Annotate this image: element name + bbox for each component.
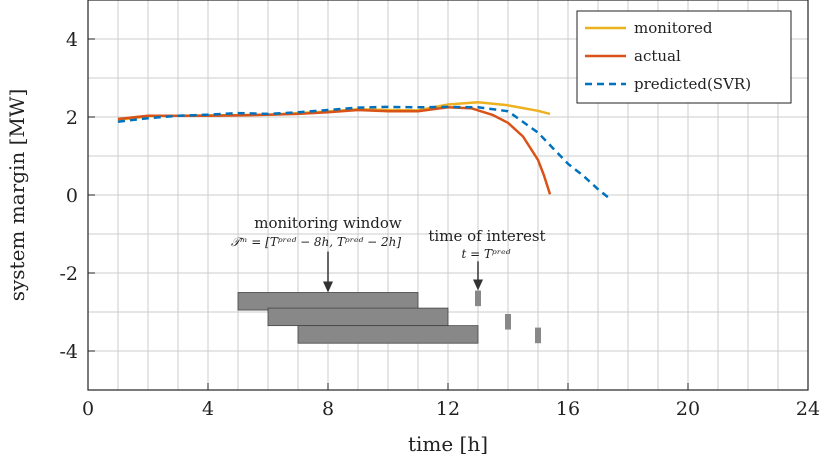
x-axis-title: time [h] <box>408 432 488 456</box>
legend-label-actual: actual <box>634 47 681 65</box>
x-tick-label: 12 <box>436 398 460 420</box>
interest-label: time of interest <box>428 227 545 245</box>
monitoring-window-bar <box>237 292 419 311</box>
window-formula: 𝒯ᵐ = [Tᵖʳᵉᵈ − 8h, Tᵖʳᵉᵈ − 2h] <box>231 235 401 249</box>
interest-arrow-head <box>473 279 483 291</box>
legend-label-predicted: predicted(SVR) <box>634 75 751 93</box>
x-tick-label: 0 <box>82 398 94 420</box>
window-label: monitoring window <box>254 214 402 232</box>
x-tick-label: 4 <box>202 398 214 420</box>
window-arrow-head <box>323 281 333 293</box>
legend-label-monitored: monitored <box>634 19 713 37</box>
y-tick-label: 0 <box>66 185 78 207</box>
y-tick-label: 4 <box>66 29 78 51</box>
time-of-interest-marker <box>475 290 481 307</box>
interest-formula: t = Tᵖʳᵉᵈ <box>462 247 511 261</box>
x-tick-label: 8 <box>322 398 334 420</box>
y-tick-label: 2 <box>66 107 78 129</box>
plot-frame <box>87 0 809 391</box>
y-axis-title: system margin [MW] <box>5 89 29 302</box>
legend: monitored actual predicted(SVR) <box>576 10 792 104</box>
y-tick-label: -4 <box>59 341 78 363</box>
annotation-arrows <box>323 251 483 293</box>
monitoring-windows <box>237 292 479 344</box>
x-tick-label: 16 <box>556 398 580 420</box>
x-tick-label: 24 <box>796 398 820 420</box>
time-of-interest-markers <box>475 290 541 344</box>
x-tick-label: 20 <box>676 398 700 420</box>
time-of-interest-marker <box>505 313 511 330</box>
y-tick-label: -2 <box>59 263 78 285</box>
monitoring-window-bar <box>267 307 449 327</box>
monitoring-window-bar <box>297 325 479 344</box>
annotations: monitoring window 𝒯ᵐ = [Tᵖʳᵉᵈ − 8h, Tᵖʳᵉ… <box>231 214 546 293</box>
series-lines <box>117 100 611 200</box>
time-of-interest-marker <box>535 327 541 344</box>
